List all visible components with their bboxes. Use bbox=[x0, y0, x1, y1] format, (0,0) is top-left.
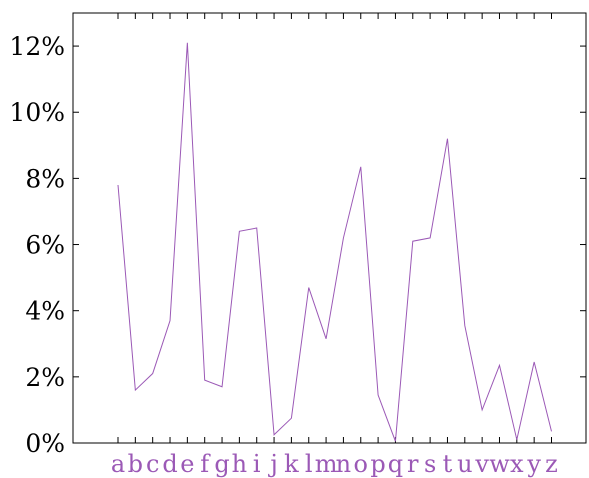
x-tick-label: o bbox=[354, 450, 368, 478]
x-tick-label: u bbox=[457, 450, 472, 478]
x-tick-label: l bbox=[305, 450, 313, 478]
x-tick-label: m bbox=[315, 450, 338, 478]
plot-frame bbox=[72, 12, 587, 444]
x-tick-label: x bbox=[510, 450, 524, 478]
y-tick-label: 4% bbox=[25, 297, 65, 326]
y-tick-label: 0% bbox=[25, 429, 65, 458]
y-tick-label: 12% bbox=[9, 32, 65, 61]
x-tick-label: q bbox=[388, 450, 403, 478]
x-axis: a b c d e f g h i j k l mn o p q r s t u v w x y z bbox=[111, 13, 558, 478]
x-tick-label: j bbox=[267, 450, 277, 478]
y-tick-label: 8% bbox=[25, 164, 65, 193]
y-tick-label: 2% bbox=[25, 363, 65, 392]
x-tick-label: k bbox=[284, 450, 299, 478]
x-tick-label: i bbox=[253, 450, 261, 478]
x-tick-label: y bbox=[526, 450, 541, 478]
x-tick-label: n bbox=[336, 450, 351, 478]
x-tick-label: f bbox=[200, 450, 211, 478]
x-tick-label: z bbox=[545, 450, 558, 478]
x-tick-label: g bbox=[214, 450, 229, 478]
x-tick-label: a bbox=[111, 450, 125, 478]
x-tick-label: r bbox=[407, 450, 419, 478]
x-tick-label: s bbox=[424, 450, 436, 478]
x-tick-label: b bbox=[128, 450, 143, 478]
x-tick-label: d bbox=[162, 450, 177, 478]
y-tick-label: 10% bbox=[9, 98, 65, 127]
series-line bbox=[117, 42, 552, 442]
x-tick-label: p bbox=[370, 450, 385, 478]
x-tick-label: t bbox=[443, 450, 453, 478]
x-tick-label: w bbox=[489, 450, 510, 478]
y-tick-label: 6% bbox=[25, 231, 65, 260]
x-tick-label: h bbox=[232, 450, 247, 478]
y-axis: 0% 2% 4% 6% 8% 10% 12% bbox=[9, 32, 586, 458]
x-tick-label: c bbox=[146, 450, 159, 478]
x-tick-label: e bbox=[180, 450, 194, 478]
x-tick-label: v bbox=[474, 450, 489, 478]
